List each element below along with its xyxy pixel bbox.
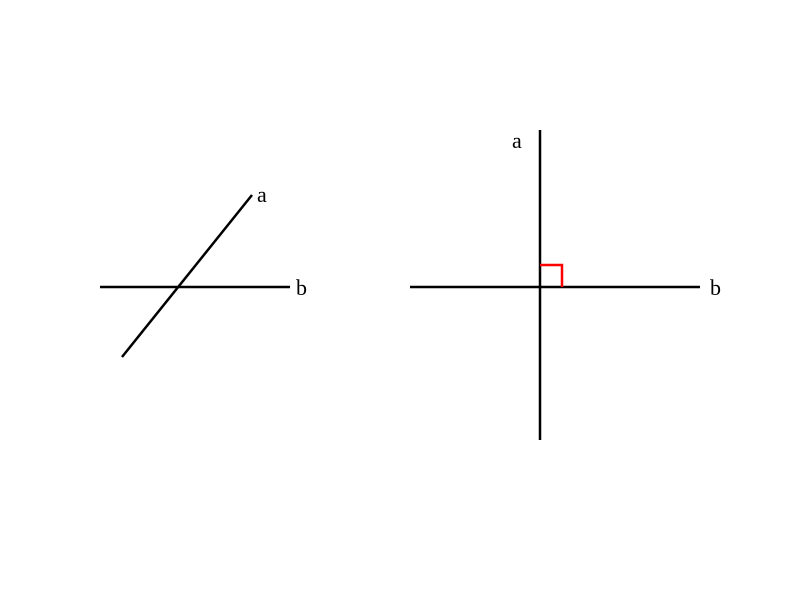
left-intersecting-lines bbox=[100, 195, 290, 357]
diagram-container: a b a b bbox=[0, 0, 794, 596]
right-perpendicular-lines bbox=[410, 130, 700, 440]
right-label-b: b bbox=[710, 275, 721, 301]
diagram-svg bbox=[0, 0, 794, 596]
left-line-a bbox=[122, 195, 252, 357]
right-angle-marker bbox=[540, 265, 562, 287]
left-label-a: a bbox=[257, 182, 267, 208]
left-label-b: b bbox=[296, 275, 307, 301]
right-label-a: a bbox=[512, 128, 522, 154]
